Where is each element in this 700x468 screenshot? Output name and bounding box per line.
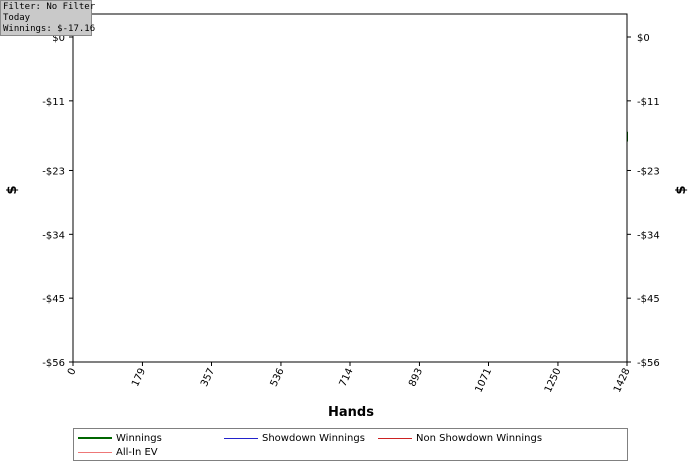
x-tick-label: 714 [338,367,356,389]
y-axis-title-right: $ [674,185,689,194]
legend-swatch-allin [78,451,112,453]
y-axis-title-left: $ [5,185,20,194]
legend-swatch-winnings [78,437,112,439]
y-tick-label-left: -$45 [42,294,65,305]
x-tick-label: 0 [66,367,79,377]
legend-label-showdown: Showdown Winnings [262,432,365,444]
legend-item-winnings: Winnings [78,431,162,445]
legend-label-winnings: Winnings [116,432,162,444]
y-tick-label-right: -$23 [637,166,660,177]
x-tick-label: 1428 [612,367,633,395]
x-tick-label: 1071 [473,367,494,395]
x-tick-label: 357 [199,367,217,389]
legend-swatch-showdown [224,437,258,439]
plot-frame [72,13,628,363]
y-tick-label-left: -$56 [42,358,65,369]
legend-label-allin: All-In EV [116,446,158,458]
y-tick-label-left: $0 [52,33,65,44]
legend-label-non-showdown: Non Showdown Winnings [416,432,543,444]
y-tick-label-right: -$56 [637,358,660,369]
y-tick-label-right: -$45 [637,294,660,305]
x-tick-label: 1250 [543,367,564,395]
legend-item-showdown: Showdown Winnings [224,431,365,445]
filter-info-box: Filter: No Filter Today Winnings: $-17.1… [0,0,96,36]
x-tick-label: 536 [269,367,287,389]
x-tick-label: 179 [130,367,148,389]
x-tick-label: 893 [407,367,425,389]
y-tick-label-left: -$11 [42,97,65,108]
y-tick-label-left: -$23 [42,166,65,177]
legend-swatch-non-showdown [378,437,412,439]
filter-winnings: Winnings: $-17.16 [3,24,96,34]
filter-label: Filter: No Filter [3,2,96,12]
legend-item-non-showdown: Non Showdown Winnings [378,431,542,445]
legend-item-allin: All-In EV [78,445,158,459]
chart-legend: Winnings All-In EV Showdown Winnings Non… [73,428,628,461]
y-tick-label-left: -$34 [42,230,65,241]
axes [69,13,631,366]
filter-date: Today [3,13,31,23]
y-tick-label-right: -$11 [637,97,660,108]
y-tick-label-right: -$34 [637,230,660,241]
x-axis-title: Hands [328,405,374,420]
y-tick-label-right: $0 [637,33,650,44]
